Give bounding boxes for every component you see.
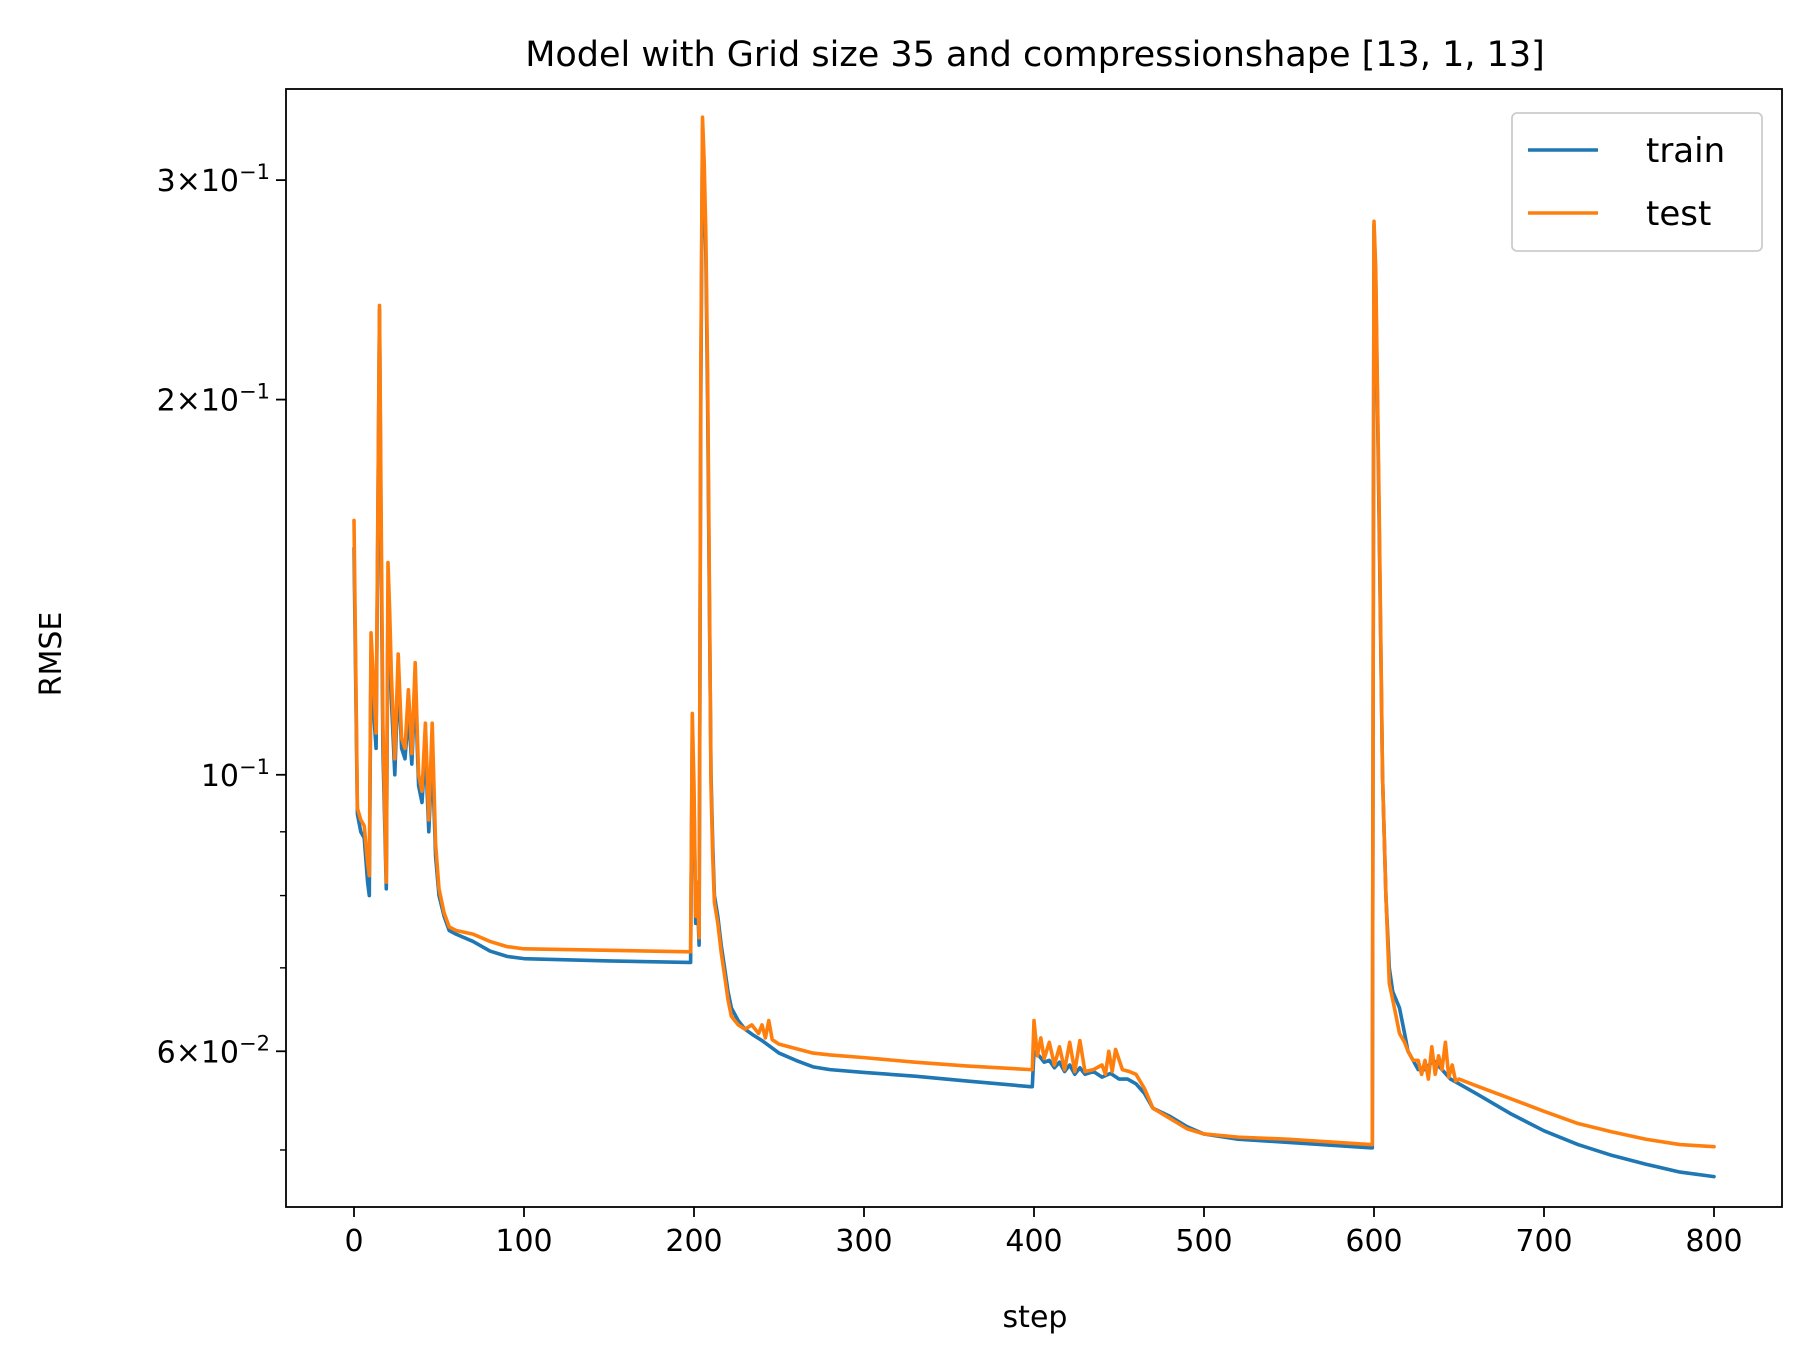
y-tick-label: 6×10−2 [157, 1031, 270, 1070]
x-tick-label: 300 [835, 1224, 892, 1259]
legend-label-test: test [1646, 194, 1711, 234]
y-tick-label: 3×10−1 [157, 160, 270, 199]
x-tick-label: 600 [1345, 1224, 1402, 1259]
x-tick-label: 700 [1515, 1224, 1572, 1259]
chart-title: Model with Grid size 35 and compressions… [525, 35, 1545, 75]
y-tick-label: 10−1 [201, 755, 270, 794]
x-tick-label: 100 [495, 1224, 552, 1259]
legend: train test [1511, 112, 1763, 252]
y-tick-label: 2×10−1 [157, 380, 270, 419]
plot-area [352, 115, 1716, 1179]
x-tick-label: 200 [665, 1224, 722, 1259]
y-axis: 10−1 2×10−1 3×10−1 6×10−2 [157, 160, 286, 1151]
x-tick-label: 400 [1005, 1224, 1062, 1259]
legend-label-train: train [1646, 131, 1725, 171]
x-tick-label: 0 [344, 1224, 363, 1259]
x-axis: 0 100 200 300 400 500 600 700 800 [344, 1207, 1743, 1259]
x-axis-label: step [1003, 1300, 1068, 1335]
x-tick-label: 500 [1175, 1224, 1232, 1259]
legend-box [1511, 112, 1763, 252]
series-line-test [352, 115, 1716, 1149]
y-axis-label: RMSE [34, 612, 69, 697]
x-tick-label: 800 [1685, 1224, 1742, 1259]
